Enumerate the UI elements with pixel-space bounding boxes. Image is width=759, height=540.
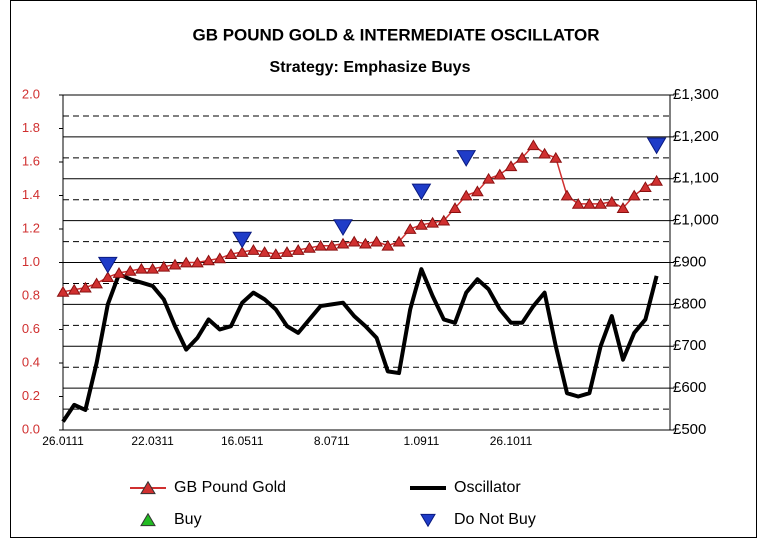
y2-tick-label: £600 <box>673 379 706 396</box>
point-marker <box>392 235 406 247</box>
point-marker <box>381 239 395 251</box>
legend-label: Oscillator <box>454 479 521 496</box>
point-marker <box>269 248 283 260</box>
y-tick-label: 1.0 <box>22 254 40 269</box>
point-marker <box>650 174 663 186</box>
legend-label: Buy <box>174 511 202 528</box>
x-tick-label: 22.0311 <box>131 434 174 448</box>
legend-marker <box>420 513 436 528</box>
point-marker <box>359 237 372 249</box>
point-marker <box>179 256 193 268</box>
signal-marker <box>232 231 253 249</box>
point-marker <box>415 218 428 230</box>
chart-border <box>10 0 757 538</box>
point-marker <box>549 151 563 163</box>
legend-label: GB Pound Gold <box>174 479 286 496</box>
point-marker <box>157 260 171 272</box>
y-tick-label: 2.0 <box>22 86 40 101</box>
point-marker <box>79 281 92 293</box>
legend-label: Do Not Buy <box>454 511 536 528</box>
signal-marker <box>411 183 432 201</box>
point-marker <box>291 244 305 255</box>
point-marker <box>448 202 462 213</box>
legend-marker <box>140 512 156 527</box>
point-marker <box>560 189 574 201</box>
point-marker <box>482 172 495 184</box>
point-marker <box>325 239 339 251</box>
point-marker <box>280 246 294 257</box>
point-marker <box>191 256 204 268</box>
point-marker <box>527 139 540 151</box>
signal-marker <box>333 219 353 236</box>
y-tick-label: 1.2 <box>22 220 40 235</box>
point-marker <box>594 197 607 209</box>
point-marker <box>224 248 238 260</box>
chart-title: GB POUND GOLD & INTERMEDIATE OSCILLATOR <box>192 25 599 44</box>
point-marker <box>202 254 215 266</box>
point-marker <box>504 160 518 172</box>
point-marker <box>336 237 350 249</box>
y-tick-label: 0.4 <box>22 354 40 369</box>
y-tick-label: 0.6 <box>22 321 40 336</box>
signal-marker <box>456 150 477 167</box>
point-marker <box>515 151 529 163</box>
point-marker <box>56 285 70 297</box>
x-tick-label: 26.1011 <box>490 434 533 448</box>
point-marker <box>370 235 383 247</box>
y-tick-label: 1.6 <box>22 153 40 168</box>
y2-tick-label: £1,200 <box>673 128 719 145</box>
y2-tick-label: £700 <box>673 337 706 354</box>
point-marker <box>314 239 327 251</box>
point-marker <box>347 235 361 247</box>
oscillator-line <box>61 267 659 423</box>
chart-subtitle: Strategy: Emphasize Buys <box>270 59 471 76</box>
y-tick-label: 0.0 <box>22 421 40 436</box>
point-marker <box>213 252 227 264</box>
y2-tick-label: £1,100 <box>673 170 719 187</box>
point-marker <box>168 258 182 270</box>
y-tick-label: 0.8 <box>22 287 40 302</box>
y2-tick-label: £900 <box>673 253 706 270</box>
point-marker <box>101 271 115 283</box>
signal-marker <box>646 137 667 155</box>
point-marker <box>605 195 619 207</box>
point-marker <box>135 262 148 274</box>
x-tick-label: 1.0911 <box>403 434 439 448</box>
point-marker <box>538 147 551 159</box>
x-tick-label: 26.0111 <box>42 434 84 448</box>
y-tick-label: 1.4 <box>22 187 40 202</box>
point-marker <box>67 283 81 295</box>
y-tick-label: 1.8 <box>22 120 40 135</box>
point-marker <box>112 267 126 278</box>
point-marker <box>639 181 652 193</box>
point-marker <box>493 168 507 180</box>
point-marker <box>258 246 271 257</box>
point-marker <box>426 216 439 228</box>
point-marker <box>471 185 484 197</box>
y2-tick-label: £1,000 <box>673 212 719 229</box>
y2-tick-label: £1,300 <box>673 86 719 103</box>
x-tick-label: 16.0511 <box>221 434 264 448</box>
point-marker <box>459 189 473 201</box>
point-marker <box>583 197 596 209</box>
point-marker <box>571 197 585 209</box>
signal-marker <box>97 256 118 274</box>
legend-marker <box>140 480 156 495</box>
point-marker <box>616 202 630 213</box>
y2-tick-label: £800 <box>673 295 706 312</box>
point-marker <box>437 214 451 226</box>
point-marker <box>123 264 137 276</box>
point-marker <box>247 244 260 255</box>
y-tick-label: 0.2 <box>22 388 40 403</box>
point-marker <box>403 223 417 234</box>
point-marker <box>627 189 641 201</box>
point-marker <box>90 277 103 289</box>
point-marker <box>303 241 316 253</box>
point-marker <box>235 246 249 257</box>
x-tick-label: 8.0711 <box>314 434 350 448</box>
point-marker <box>146 262 159 274</box>
y2-tick-label: £500 <box>673 421 706 438</box>
